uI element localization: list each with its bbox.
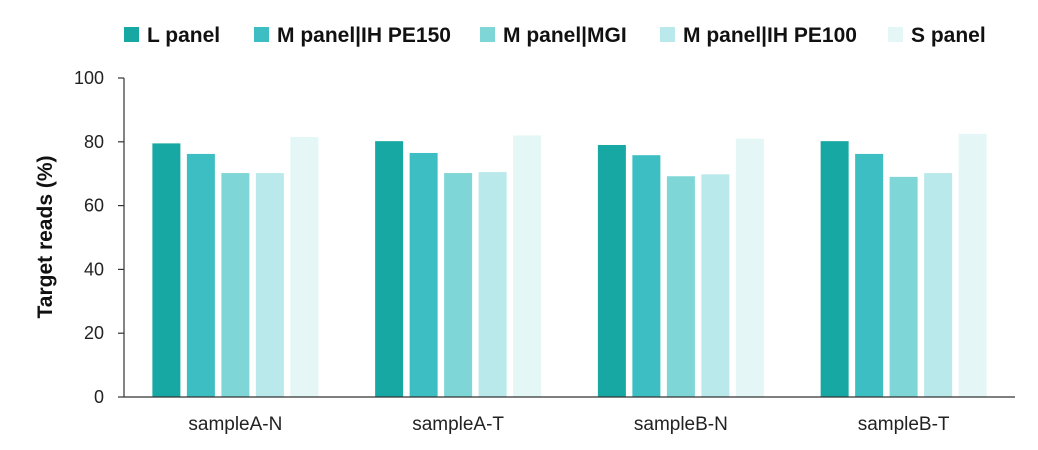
- bar-m-panel-ih-pe150-sampleb-t: [855, 153, 884, 397]
- legend-swatch-m-panel-ih-pe100: [660, 27, 675, 42]
- x-tick-label: sampleB-T: [858, 414, 950, 435]
- x-tick-label: sampleA-N: [188, 414, 282, 435]
- bar-m-panel-ih-pe150-sampleb-n: [632, 155, 661, 397]
- bar-l-panel-samplea-t: [375, 141, 404, 397]
- bar-m-panel-ih-pe100-sampleb-n: [701, 174, 730, 397]
- bar-m-panel-mgi-sampleb-n: [666, 176, 695, 397]
- y-axis-title: Target reads (%): [34, 156, 57, 319]
- bar-m-panel-ih-pe150-samplea-t: [409, 152, 438, 397]
- bar-m-panel-mgi-samplea-t: [444, 173, 473, 397]
- y-tick-label: 0: [94, 387, 104, 407]
- bar-m-panel-mgi-sampleb-t: [889, 176, 918, 397]
- bar-m-panel-ih-pe100-samplea-n: [255, 173, 284, 397]
- legend-swatch-s-panel: [888, 27, 903, 42]
- legend-label-m-panel-mgi: M panel|MGI: [503, 24, 627, 47]
- bar-s-panel-samplea-t: [513, 135, 542, 398]
- bar-l-panel-sampleb-t: [820, 141, 849, 397]
- y-tick-label: 20: [84, 323, 104, 343]
- bars-group: [152, 133, 987, 398]
- y-axis: 0 20 40 60 80 100: [74, 68, 125, 407]
- legend-label-l-panel: L panel: [147, 24, 220, 47]
- legend-swatch-m-panel-ih-pe150: [254, 27, 269, 42]
- x-tick-label: sampleA-T: [412, 414, 504, 435]
- bar-m-panel-ih-pe100-samplea-t: [478, 172, 507, 397]
- legend-label-s-panel: S panel: [911, 24, 986, 47]
- y-tick-label: 80: [84, 132, 104, 152]
- bar-m-panel-ih-pe150-samplea-n: [186, 153, 215, 397]
- bar-l-panel-sampleb-n: [597, 144, 626, 397]
- y-tick-label: 60: [84, 196, 104, 216]
- bar-l-panel-samplea-n: [152, 143, 181, 397]
- legend-label-m-panel-ih-pe100: M panel|IH PE100: [683, 24, 857, 47]
- x-axis: sampleA-N sampleA-T sampleB-N sampleB-T: [124, 396, 1015, 435]
- chart-legend: L panel M panel|IH PE150 M panel|MGI M pane…: [124, 24, 986, 47]
- legend-swatch-l-panel: [124, 27, 139, 42]
- bar-s-panel-sampleb-n: [735, 138, 764, 398]
- bar-s-panel-sampleb-t: [958, 133, 987, 397]
- y-tick-label: 100: [74, 68, 104, 88]
- bar-s-panel-samplea-n: [290, 137, 319, 397]
- bar-m-panel-ih-pe100-sampleb-t: [924, 173, 953, 397]
- legend-label-m-panel-ih-pe150: M panel|IH PE150: [277, 24, 451, 47]
- x-tick-label: sampleB-N: [634, 414, 728, 435]
- bar-m-panel-mgi-samplea-n: [221, 173, 250, 397]
- y-tick-label: 40: [84, 259, 104, 279]
- legend-swatch-m-panel-mgi: [480, 27, 495, 42]
